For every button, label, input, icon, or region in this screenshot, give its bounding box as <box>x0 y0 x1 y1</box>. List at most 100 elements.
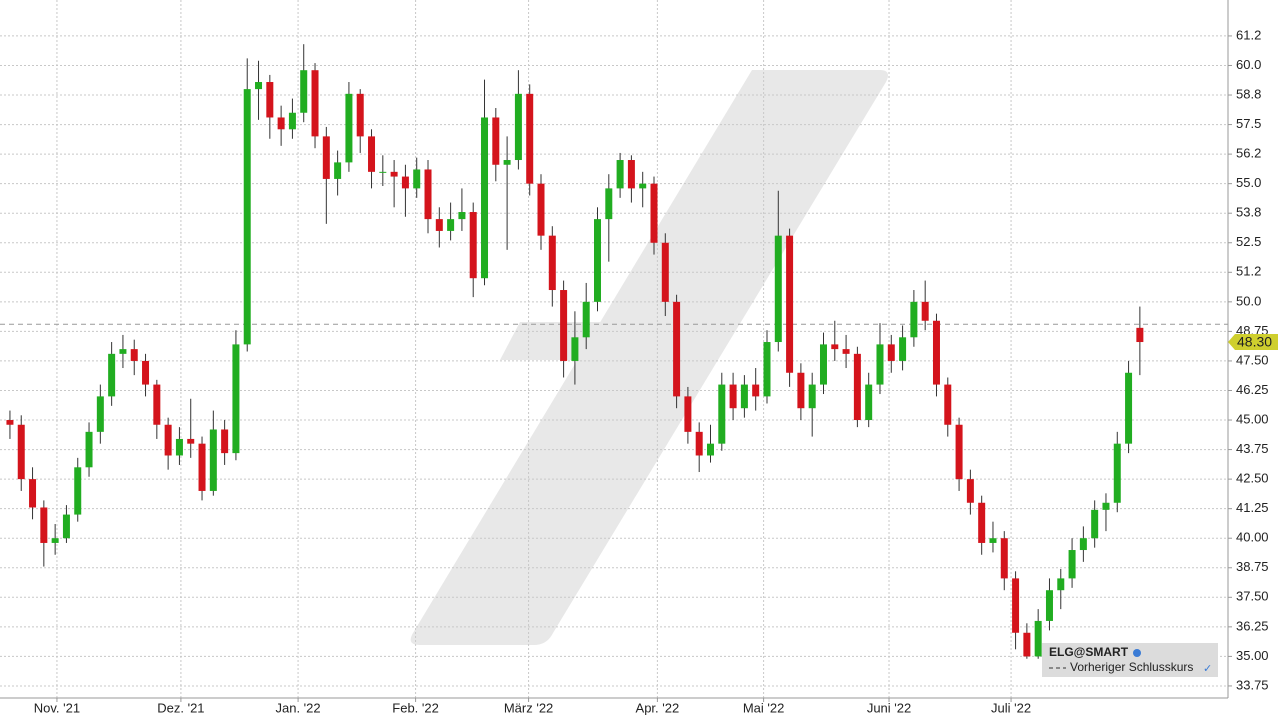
candle-body <box>503 160 511 165</box>
candle-body <box>594 219 602 302</box>
candle-body <box>187 438 195 444</box>
x-tick-label: Nov. '21 <box>34 700 80 715</box>
candle-body <box>255 82 263 90</box>
candle-body <box>808 384 816 409</box>
candle-body <box>537 183 545 236</box>
y-tick-label: 52.5 <box>1236 234 1261 249</box>
candle-body <box>492 117 500 165</box>
candle-body <box>142 360 150 385</box>
x-tick-label: Juni '22 <box>867 700 911 715</box>
y-tick-label: 61.2 <box>1236 27 1261 42</box>
y-tick-label: 41.25 <box>1236 500 1269 515</box>
last-price-marker <box>1228 334 1278 351</box>
candle-body <box>887 344 895 361</box>
candle-body <box>469 212 477 279</box>
y-tick-label: 47.50 <box>1236 352 1269 367</box>
candle-body <box>774 235 782 343</box>
x-tick-label: Juli '22 <box>991 700 1031 715</box>
candle-body <box>1034 620 1042 657</box>
candle-body <box>368 136 376 172</box>
candle-body <box>944 384 952 425</box>
candle-body <box>740 384 748 409</box>
y-tick-label: 56.2 <box>1236 146 1261 161</box>
candle-body <box>650 183 658 243</box>
candle-body <box>695 431 703 456</box>
y-tick-label: 40.00 <box>1236 530 1269 545</box>
candle-body <box>209 429 217 491</box>
candle-body <box>119 349 127 354</box>
candle-body <box>322 136 330 179</box>
candle-body <box>752 384 760 397</box>
candle-body <box>786 235 794 373</box>
candle-body <box>661 242 669 302</box>
candle-body <box>74 467 82 515</box>
y-tick-label: 35.00 <box>1236 648 1269 663</box>
candle-body <box>865 384 873 421</box>
candle-body <box>910 301 918 338</box>
y-tick-label: 58.8 <box>1236 86 1261 101</box>
y-tick-label: 38.75 <box>1236 559 1269 574</box>
candle-body <box>978 502 986 543</box>
candle-body <box>842 349 850 354</box>
candle-body <box>311 70 319 137</box>
candle-body <box>447 219 455 231</box>
candle-body <box>458 212 466 220</box>
x-tick-label: März '22 <box>504 700 553 715</box>
candle-body <box>1000 538 1008 579</box>
candle-body <box>266 82 274 118</box>
y-tick-label: 55.0 <box>1236 175 1261 190</box>
candle-body <box>153 384 161 425</box>
candle-body <box>899 337 907 361</box>
x-tick-label: Feb. '22 <box>392 700 439 715</box>
candle-body <box>300 70 308 113</box>
candle-body <box>514 93 522 161</box>
y-tick-label: 45.00 <box>1236 411 1269 426</box>
x-tick-label: Dez. '21 <box>157 700 204 715</box>
candle-body <box>51 538 59 543</box>
y-tick-label: 50.0 <box>1236 293 1261 308</box>
candle-body <box>277 117 285 130</box>
candle-body <box>853 353 861 421</box>
candle-body <box>6 420 14 425</box>
candle-body <box>85 431 93 468</box>
legend-box <box>1042 643 1218 677</box>
candle-body <box>797 372 805 409</box>
candle-body <box>684 396 692 432</box>
candle-body <box>288 112 296 130</box>
candle-body <box>379 171 387 173</box>
y-tick-label: 42.50 <box>1236 471 1269 486</box>
candle-body <box>1125 372 1133 444</box>
x-tick-label: Mai '22 <box>743 700 785 715</box>
candle-body <box>164 424 172 456</box>
candle-body <box>989 538 997 543</box>
candle-body <box>1012 578 1020 633</box>
y-tick-label: 36.25 <box>1236 618 1269 633</box>
candle-body <box>345 93 353 163</box>
y-tick-label: 60.0 <box>1236 57 1261 72</box>
legend-label: Vorheriger Schlusskurs <box>1070 660 1193 674</box>
watermark <box>410 70 888 645</box>
candle-body <box>1045 590 1053 621</box>
x-tick-label: Apr. '22 <box>636 700 680 715</box>
legend-check[interactable]: ✓ <box>1203 663 1212 675</box>
candle-body <box>96 396 104 432</box>
candle-body <box>243 89 251 345</box>
candle-body <box>605 188 613 220</box>
candle-body <box>526 93 534 184</box>
candle-body <box>40 507 48 543</box>
candle-body <box>424 169 432 220</box>
candle-body <box>706 443 714 456</box>
legend-title: ELG@SMART <box>1049 645 1129 659</box>
candle-body <box>356 93 364 137</box>
y-tick-label: 46.25 <box>1236 382 1269 397</box>
candle-body <box>435 219 443 231</box>
y-tick-label: 53.8 <box>1236 205 1261 220</box>
candle-body <box>130 349 138 361</box>
candle-body <box>831 344 839 350</box>
candle-body <box>401 176 409 189</box>
candle-body <box>1113 443 1121 503</box>
candle-body <box>481 117 489 279</box>
candle-body <box>1023 632 1031 657</box>
candle-body <box>17 424 25 480</box>
